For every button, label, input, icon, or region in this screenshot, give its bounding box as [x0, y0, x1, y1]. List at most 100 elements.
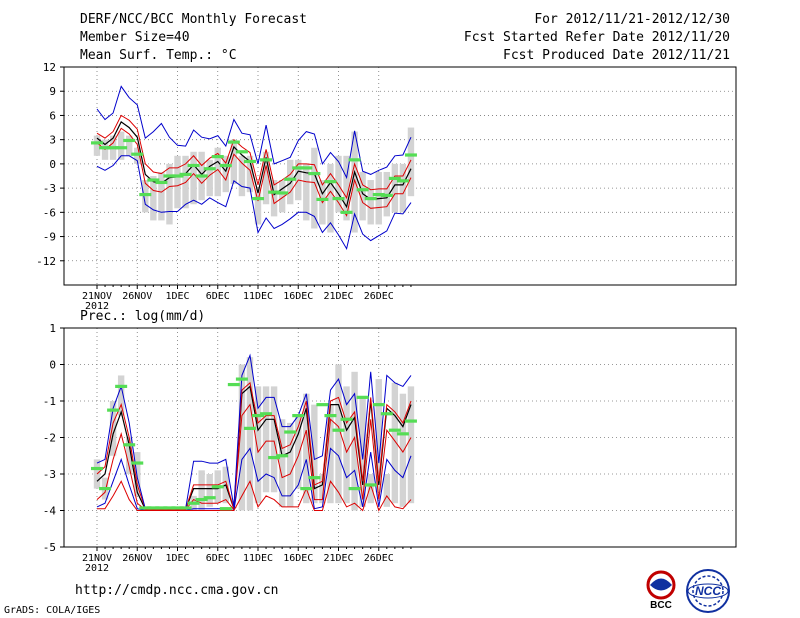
median-marker	[348, 487, 361, 491]
bcc-logo-icon: BCC	[646, 570, 676, 610]
median-marker	[364, 197, 377, 201]
median-marker	[163, 174, 176, 178]
y-tick-label: 9	[49, 85, 56, 98]
ensemble-box	[327, 404, 334, 504]
median-marker	[243, 159, 256, 164]
ensemble-box	[335, 364, 342, 504]
median-marker	[115, 146, 128, 150]
ensemble-box	[134, 147, 141, 164]
chart-panel-2: -5 -4 -3 -2 -1 0 1 21NOV 26NOV 1DEC 6DEC 11DEC 16DEC…	[43, 309, 737, 574]
median-marker	[211, 155, 224, 159]
chart-panel-1: -12 -9 -6 -3 0 3 6 9 12 21NOV 26NOV 1DEC 6DEC 11DEC 16…	[36, 61, 737, 312]
median-marker	[300, 487, 313, 491]
median-marker	[348, 158, 361, 162]
median-marker	[203, 167, 216, 171]
ensemble-box	[367, 474, 374, 504]
y-tick-label: 1	[49, 322, 56, 335]
median-marker	[155, 506, 168, 510]
ensemble-box	[303, 393, 310, 504]
ncc-logo-text: NCC	[695, 584, 721, 598]
x-tick-label: 21NOV	[82, 291, 112, 302]
median-marker	[388, 428, 401, 432]
y-tick-label: -4	[43, 505, 57, 518]
median-marker	[380, 412, 393, 416]
median-marker	[284, 177, 297, 181]
median-marker	[203, 496, 216, 500]
y-tick-label: -9	[43, 231, 56, 244]
ensemble-box	[166, 163, 173, 225]
median-marker	[171, 174, 184, 178]
ensemble-box	[262, 151, 270, 205]
median-marker	[292, 166, 305, 170]
x-tick-label: 11DEC	[243, 553, 273, 564]
y-tick-label: -3	[43, 468, 56, 481]
x-tick-label: 21DEC	[323, 553, 353, 564]
median-marker	[195, 497, 208, 502]
ensemble-box	[303, 163, 310, 221]
median-marker	[268, 455, 281, 460]
median-marker	[163, 506, 176, 510]
median-marker	[388, 176, 401, 181]
median-marker	[139, 506, 152, 510]
y-tick-label: -2	[43, 432, 56, 445]
y-tick-label: -1	[43, 395, 56, 408]
ensemble-box	[158, 171, 165, 221]
median-marker	[356, 395, 369, 399]
ensemble-box	[262, 386, 270, 493]
ensemble-box	[278, 419, 286, 507]
median-marker	[187, 501, 200, 505]
ensemble-box	[399, 163, 407, 213]
median-marker	[131, 461, 144, 465]
x-tick-label: 21NOV	[82, 553, 112, 564]
x-tick-label: 1DEC	[165, 291, 189, 302]
series-line-lower-outer	[96, 155, 412, 251]
y-tick-label: 12	[43, 61, 56, 74]
ensemble-box	[375, 379, 382, 493]
ensemble-box	[190, 151, 197, 205]
median-marker	[396, 432, 409, 436]
ensemble-box	[238, 155, 246, 197]
median-marker	[276, 454, 289, 458]
ensemble-box	[206, 159, 213, 197]
median-marker	[179, 172, 192, 176]
median-marker	[107, 146, 120, 150]
ensemble-box	[142, 180, 149, 213]
y-tick-label: -12	[36, 255, 56, 268]
median-marker	[235, 377, 248, 381]
fcst-produced-label: Fcst Produced Date 2012/11/21	[503, 48, 730, 63]
median-marker	[179, 506, 192, 510]
ensemble-box	[359, 171, 366, 221]
ensemble-box	[343, 155, 350, 221]
forecast-period-label: For 2012/11/21-2012/12/30	[534, 12, 730, 27]
median-marker	[155, 180, 168, 185]
ensemble-box	[343, 386, 350, 504]
y-tick-label: 6	[49, 109, 56, 122]
x-tick-label: 6DEC	[206, 553, 230, 564]
ensemble-box	[391, 382, 399, 504]
series-line-lowest	[97, 480, 412, 512]
median-marker	[99, 146, 112, 150]
chart-title: DERF/NCC/BCC Monthly Forecast	[80, 12, 307, 27]
ensemble-box	[407, 127, 415, 197]
x-tick-label: 26DEC	[364, 291, 394, 302]
median-marker	[227, 382, 240, 387]
median-marker	[268, 190, 281, 194]
median-marker	[219, 507, 232, 511]
x-tick-label: 11DEC	[243, 291, 273, 302]
ensemble-box	[214, 147, 221, 197]
ensemble-box	[198, 470, 205, 511]
variable-label: Mean Surf. Temp.: °C	[80, 48, 237, 63]
ensemble-box	[174, 155, 181, 209]
median-marker	[227, 140, 240, 144]
series-line-mean	[96, 121, 412, 209]
median-marker	[260, 412, 273, 416]
ensemble-box	[311, 404, 318, 504]
median-marker	[91, 141, 103, 145]
median-marker	[324, 180, 337, 184]
ensemble-box	[117, 375, 125, 416]
plot-frame	[63, 66, 737, 286]
median-marker	[91, 466, 103, 471]
source-url[interactable]: http://cmdp.ncc.cma.gov.cn	[75, 583, 279, 598]
median-marker	[171, 506, 184, 510]
ensemble-box	[206, 474, 213, 507]
